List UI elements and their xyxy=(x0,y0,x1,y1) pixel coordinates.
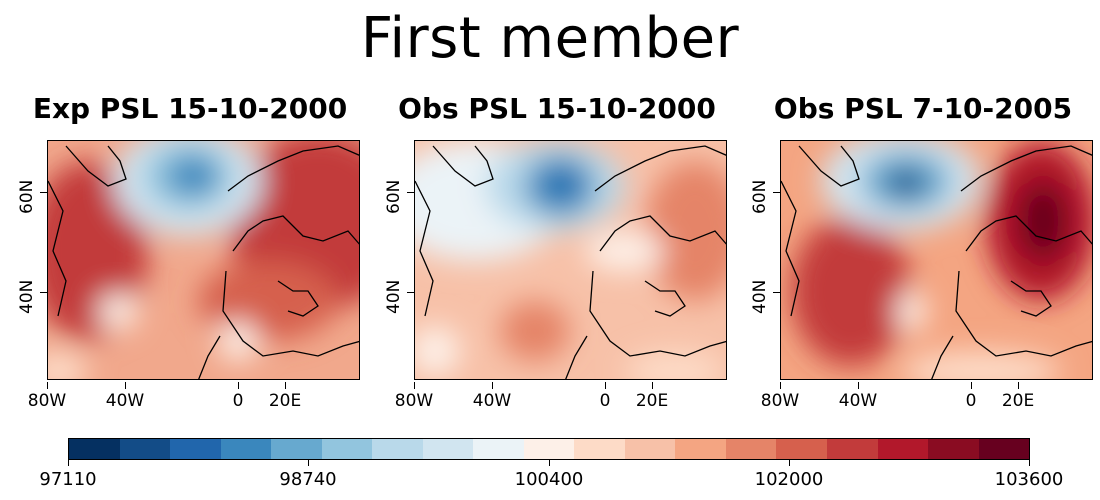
panel-title: Exp PSL 15-10-2000 xyxy=(32,92,348,125)
main-title: First member xyxy=(360,6,740,71)
colorbar-label: 97110 xyxy=(39,469,97,490)
colorbar-swatch xyxy=(321,439,373,459)
x-tick-label: 80W xyxy=(760,391,800,411)
colorbar-swatch xyxy=(119,439,171,459)
colorbar-swatch xyxy=(776,439,827,459)
y-tick-label: 40N xyxy=(750,279,770,314)
x-tick-label: 20E xyxy=(268,391,302,411)
panel-title: Obs PSL 15-10-2000 xyxy=(398,92,716,125)
y-tick-label: 40N xyxy=(384,279,404,314)
colorbar-swatch xyxy=(826,439,878,459)
x-tick-label: 20E xyxy=(1001,391,1035,411)
colorbar-swatch xyxy=(523,439,575,459)
colorbar-swatch xyxy=(372,439,423,459)
colorbar-swatch xyxy=(624,439,676,459)
colorbar-swatch xyxy=(473,439,524,459)
y-tick-label: 60N xyxy=(750,179,770,214)
colorbar-swatch xyxy=(69,439,120,459)
x-tick-label: 20E xyxy=(635,391,669,411)
y-tick-label: 40N xyxy=(17,279,37,314)
colorbar-swatch xyxy=(422,439,474,459)
colorbar-label: 102000 xyxy=(754,469,824,490)
x-tick-label: 0 xyxy=(599,391,611,411)
colorbar-swatch xyxy=(220,439,272,459)
x-tick-label: 0 xyxy=(232,391,244,411)
colorbar-label: 103600 xyxy=(994,469,1064,490)
colorbar-swatch xyxy=(170,439,221,459)
colorbar-swatch xyxy=(675,439,726,459)
panel-exp-2000: Exp PSL 15-10-2000 xyxy=(15,88,365,418)
x-tick-label: 40W xyxy=(472,391,512,411)
x-tick-label: 80W xyxy=(394,391,434,411)
colorbar-swatch xyxy=(877,439,929,459)
y-tick-label: 60N xyxy=(384,179,404,214)
panel-obs-2005: Obs PSL 7-10-2005 xyxy=(748,88,1098,418)
colorbar-swatch xyxy=(725,439,777,459)
psl-map xyxy=(780,140,1093,380)
colorbar-label: 100400 xyxy=(514,469,584,490)
x-tick-label: 40W xyxy=(105,391,145,411)
x-tick-label: 80W xyxy=(27,391,67,411)
colorbar xyxy=(68,438,1030,460)
panel-obs-2000: Obs PSL 15-10-2000 xyxy=(382,88,732,418)
colorbar-swatch xyxy=(978,439,1030,459)
psl-map xyxy=(47,140,360,380)
colorbar-swatch xyxy=(928,439,979,459)
colorbar-label: 98740 xyxy=(279,469,337,490)
x-tick-label: 0 xyxy=(965,391,977,411)
colorbar-swatch xyxy=(574,439,625,459)
y-tick-label: 60N xyxy=(17,179,37,214)
colorbar-swatch xyxy=(271,439,322,459)
panel-title: Obs PSL 7-10-2005 xyxy=(773,92,1073,125)
x-tick-label: 40W xyxy=(838,391,878,411)
psl-map xyxy=(414,140,727,380)
